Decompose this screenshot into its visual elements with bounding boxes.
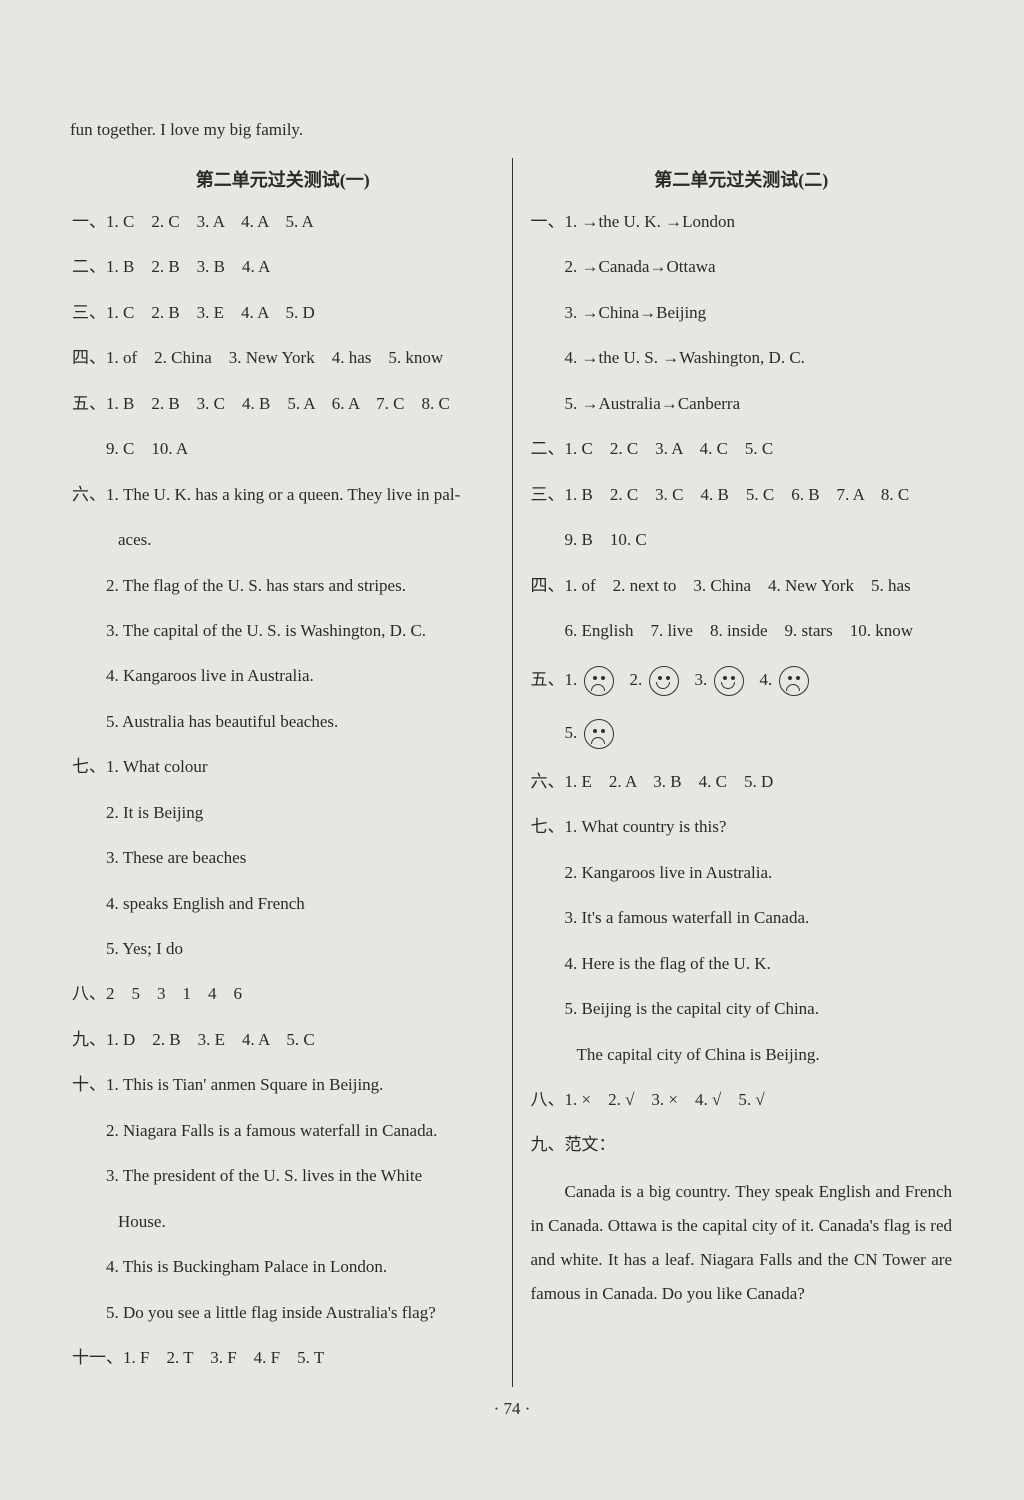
- face-item: 4.: [760, 660, 811, 701]
- right-q7-1: 七、1. What country is this?: [531, 811, 953, 842]
- left-q6-3: 3. The capital of the U. S. is Washingto…: [72, 615, 494, 646]
- right-q4: 四、1. of 2. next to 3. China 4. New York …: [531, 570, 953, 601]
- face-number: 5.: [565, 723, 582, 742]
- right-title: 第二单元过关测试(二): [531, 166, 953, 192]
- left-q5-cont: 9. C 10. A: [72, 433, 494, 464]
- right-q5-faces-2: 5.: [531, 713, 953, 754]
- right-q2: 二、1. C 2. C 3. A 4. C 5. C: [531, 433, 953, 464]
- left-q10-3b: House.: [72, 1206, 494, 1237]
- face-item: 3.: [695, 660, 746, 701]
- intro-text: fun together. I love my big family.: [60, 120, 964, 140]
- left-q10-5: 5. Do you see a little flag inside Austr…: [72, 1297, 494, 1328]
- left-q6-5: 5. Australia has beautiful beaches.: [72, 706, 494, 737]
- right-q5-label: 五、: [531, 670, 565, 689]
- left-q7-3: 3. These are beaches: [72, 842, 494, 873]
- left-q7-2: 2. It is Beijing: [72, 797, 494, 828]
- right-q7-4: 4. Here is the flag of the U. K.: [531, 948, 953, 979]
- sad-face-icon: [779, 666, 809, 696]
- left-q6-1: 六、1. The U. K. has a king or a queen. Th…: [72, 479, 494, 510]
- face-number: 4.: [760, 670, 777, 689]
- left-q7-4: 4. speaks English and French: [72, 888, 494, 919]
- left-q6-1b: aces.: [72, 524, 494, 555]
- face-number: 2.: [630, 670, 647, 689]
- left-q10-1: 十、1. This is Tian' anmen Square in Beiji…: [72, 1069, 494, 1100]
- left-q9: 九、1. D 2. B 3. E 4. A 5. C: [72, 1024, 494, 1055]
- left-q10-3: 3. The president of the U. S. lives in t…: [72, 1160, 494, 1191]
- left-q11: 十一、1. F 2. T 3. F 4. F 5. T: [72, 1342, 494, 1373]
- left-q7-1: 七、1. What colour: [72, 751, 494, 782]
- right-q7-3: 3. It's a famous waterfall in Canada.: [531, 902, 953, 933]
- right-q7-5: 5. Beijing is the capital city of China.: [531, 993, 953, 1024]
- sad-face-icon: [584, 666, 614, 696]
- right-q8: 八、1. × 2. √ 3. × 4. √ 5. √: [531, 1084, 953, 1115]
- happy-face-icon: [714, 666, 744, 696]
- left-q10-2: 2. Niagara Falls is a famous waterfall i…: [72, 1115, 494, 1146]
- left-q6-4: 4. Kangaroos live in Australia.: [72, 660, 494, 691]
- face-number: 1.: [565, 670, 582, 689]
- right-q1-3: 3. →China→Beijing: [531, 297, 953, 328]
- left-q2: 二、1. B 2. B 3. B 4. A: [72, 251, 494, 282]
- face-item: 2.: [630, 660, 681, 701]
- left-q3: 三、1. C 2. B 3. E 4. A 5. D: [72, 297, 494, 328]
- right-q7-5b: The capital city of China is Beijing.: [531, 1039, 953, 1070]
- page-number: · 74 ·: [60, 1399, 964, 1419]
- right-q1-4: 4. →the U. S. →Washington, D. C.: [531, 342, 953, 373]
- right-q9-para: Canada is a big country. They speak Engl…: [531, 1175, 953, 1311]
- sad-face-icon: [584, 719, 614, 749]
- right-q9-label: 九、范文：: [531, 1129, 953, 1160]
- right-column: 第二单元过关测试(二) 一、1. →the U. K. →London 2. →…: [512, 158, 965, 1387]
- right-q1-5: 5. →Australia→Canberra: [531, 388, 953, 419]
- left-q10-4: 4. This is Buckingham Palace in London.: [72, 1251, 494, 1282]
- left-q8: 八、2 5 3 1 4 6: [72, 978, 494, 1009]
- left-q7-5: 5. Yes; I do: [72, 933, 494, 964]
- right-q5-faces: 五、1. 2. 3. 4.: [531, 660, 953, 701]
- right-q6: 六、1. E 2. A 3. B 4. C 5. D: [531, 766, 953, 797]
- right-q3b: 9. B 10. C: [531, 524, 953, 555]
- right-q3: 三、1. B 2. C 3. C 4. B 5. C 6. B 7. A 8. …: [531, 479, 953, 510]
- left-q6-2: 2. The flag of the U. S. has stars and s…: [72, 570, 494, 601]
- left-q4: 四、1. of 2. China 3. New York 4. has 5. k…: [72, 342, 494, 373]
- face-item: 5.: [565, 713, 616, 754]
- right-q1-2: 2. →Canada→Ottawa: [531, 251, 953, 282]
- left-column: 第二单元过关测试(一) 一、1. C 2. C 3. A 4. A 5. A 二…: [60, 158, 512, 1387]
- page: fun together. I love my big family. 第二单元…: [0, 0, 1024, 1459]
- right-q4b: 6. English 7. live 8. inside 9. stars 10…: [531, 615, 953, 646]
- right-q7-2: 2. Kangaroos live in Australia.: [531, 857, 953, 888]
- two-column-layout: 第二单元过关测试(一) 一、1. C 2. C 3. A 4. A 5. A 二…: [60, 158, 964, 1387]
- face-number: 3.: [695, 670, 712, 689]
- happy-face-icon: [649, 666, 679, 696]
- left-title: 第二单元过关测试(一): [72, 166, 494, 192]
- left-q5: 五、1. B 2. B 3. C 4. B 5. A 6. A 7. C 8. …: [72, 388, 494, 419]
- face-item: 1.: [565, 660, 616, 701]
- right-q1-1: 一、1. →the U. K. →London: [531, 206, 953, 237]
- left-q1: 一、1. C 2. C 3. A 4. A 5. A: [72, 206, 494, 237]
